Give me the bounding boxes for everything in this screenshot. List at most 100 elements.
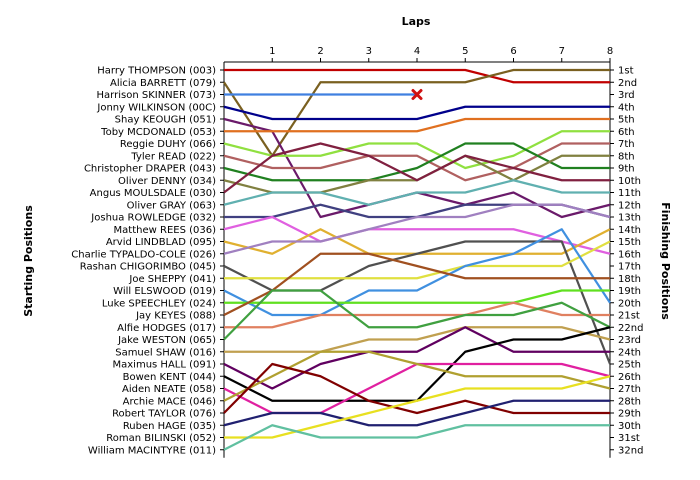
series-line-30: [223, 399, 610, 427]
starting-position-label: Luke SPEECHLEY (024): [102, 298, 216, 309]
series-line-4: [223, 105, 610, 121]
lap-tick-label: 3: [366, 46, 372, 57]
starting-position-label: William MACINTYRE (011): [88, 445, 216, 456]
starting-position-label: Roman BILINSKI (052): [106, 433, 216, 444]
lap-tick-label: 6: [510, 46, 516, 57]
series-line-19: [223, 228, 611, 317]
finishing-position-label: 22nd: [618, 323, 643, 334]
finishing-position-label: 6th: [618, 127, 635, 138]
starting-position-label: Reggie DUHY (066): [120, 139, 216, 150]
starting-position-label: Samuel SHAW (016): [115, 347, 216, 358]
finishing-position-label: 5th: [618, 115, 635, 126]
retired-marker: [411, 89, 423, 100]
lap-tick-label: 4: [414, 46, 420, 57]
finishing-position-label: 24th: [618, 347, 641, 358]
series-layer: [223, 68, 612, 451]
starting-position-label: Alicia BARRETT (079): [110, 78, 216, 89]
retired-marker-stroke: [411, 89, 423, 100]
finishing-position-label: 1st: [618, 66, 634, 77]
starting-position-label: Maximus HALL (091): [113, 360, 217, 371]
series-line-21: [223, 252, 610, 316]
finishing-position-label: 14th: [618, 225, 641, 236]
markers: [411, 89, 423, 100]
finishing-position-label: 19th: [618, 286, 641, 297]
starting-position-label: Harry THOMPSON (003): [97, 66, 216, 77]
finishing-position-label: 29th: [618, 409, 641, 420]
starting-position-label: Oliver GRAY (063): [127, 200, 216, 211]
lap-tick-label: 5: [462, 46, 468, 57]
finishing-position-label: 32nd: [618, 445, 643, 456]
lap-tick-labels: 1 2 3 4 5 6 7 8: [269, 46, 613, 57]
lap-tick-label: 7: [559, 46, 565, 57]
chart-title: Laps: [402, 15, 431, 28]
starting-position-label: Robert TAYLOR (076): [112, 409, 216, 420]
series-line-20: [224, 289, 610, 304]
starting-position-label: Joe SHEPPY (041): [128, 274, 216, 285]
series-line-22: [224, 301, 610, 329]
finishing-position-label: 9th: [618, 164, 635, 175]
finishing-position-label: 25th: [618, 360, 641, 371]
starting-position-label: Christopher DRAPER (043): [84, 164, 216, 175]
finishing-position-label: 2nd: [618, 78, 637, 89]
series-line-6: [224, 117, 610, 133]
starting-position-label: Harrison SKINNER (073): [97, 90, 217, 101]
finishing-position-label: 23rd: [618, 335, 641, 346]
finishing-position-label: 11th: [618, 188, 641, 199]
starting-position-label: Shay KEOUGH (051): [115, 115, 216, 126]
starting-position-label: Matthew REES (036): [114, 225, 217, 236]
finishing-position-label: 20th: [618, 298, 641, 309]
finishing-position-label: 21st: [618, 311, 640, 322]
starting-position-label: Ruben HAGE (035): [123, 421, 216, 432]
starting-position-labels: Harry THOMPSON (003)Alicia BARRETT (079)…: [71, 66, 216, 457]
starting-position-label: Rashan CHIGORIMBO (045): [80, 262, 216, 273]
starting-position-label: Archie MACE (046): [123, 396, 216, 407]
finishing-position-label: 30th: [618, 421, 641, 432]
series-line-9: [223, 142, 610, 182]
starting-position-label: Jake WESTON (065): [117, 335, 216, 346]
series-line-25: [223, 326, 610, 390]
series-line-8: [223, 142, 610, 182]
lap-tick-label: 8: [607, 46, 613, 57]
starting-position-label: Bowen KENT (044): [123, 372, 216, 383]
right-axis-title: Finishing Positions: [659, 202, 672, 320]
finishing-position-label: 16th: [618, 249, 641, 260]
finishing-position-label: 13th: [618, 213, 641, 224]
finishing-position-label: 12th: [618, 200, 641, 211]
finishing-position-label: 28th: [618, 396, 641, 407]
series-line-10: [223, 154, 610, 194]
finishing-position-label: 15th: [618, 237, 641, 248]
series-line-18: [224, 240, 611, 280]
starting-position-label: Alfie HODGES (017): [117, 323, 216, 334]
finishing-position-label: 4th: [618, 102, 635, 113]
finishing-position-label: 7th: [618, 139, 635, 150]
lap-tick-label: 2: [317, 46, 323, 57]
starting-position-label: Joshua ROWLEDGE (032): [90, 213, 216, 224]
starting-position-label: Jay KEYES (088): [135, 311, 216, 322]
starting-position-label: Will ELSWOOD (019): [113, 286, 216, 297]
axes: [220, 58, 614, 458]
starting-position-label: Oliver DENNY (034): [118, 176, 216, 187]
starting-position-label: Tyler READ (022): [130, 151, 216, 162]
lap-tick-label: 1: [269, 46, 275, 57]
finishing-position-label: 26th: [618, 372, 641, 383]
series-line-16: [223, 203, 611, 255]
series-line-12: [223, 179, 610, 206]
series-line-11: [223, 142, 610, 194]
series-line-28: [223, 350, 611, 402]
finishing-position-label: 31st: [618, 433, 640, 444]
series-line-23: [223, 289, 611, 341]
starting-position-label: Aiden NEATE (058): [122, 384, 216, 395]
starting-position-label: Angus MOULSDALE (030): [90, 188, 216, 199]
finishing-position-label: 17th: [618, 262, 641, 273]
series-line-31: [224, 375, 611, 439]
starting-position-label: Charlie TYPALDO-COLE (026): [71, 249, 216, 260]
finishing-position-label: 18th: [618, 274, 641, 285]
finishing-position-label: 10th: [618, 176, 641, 187]
starting-position-label: Jonny WILKINSON (00C): [96, 102, 216, 113]
series-line-24: [224, 326, 611, 353]
series-line-29: [223, 362, 610, 415]
series-line-32: [223, 424, 610, 451]
series-line-1: [224, 68, 610, 84]
